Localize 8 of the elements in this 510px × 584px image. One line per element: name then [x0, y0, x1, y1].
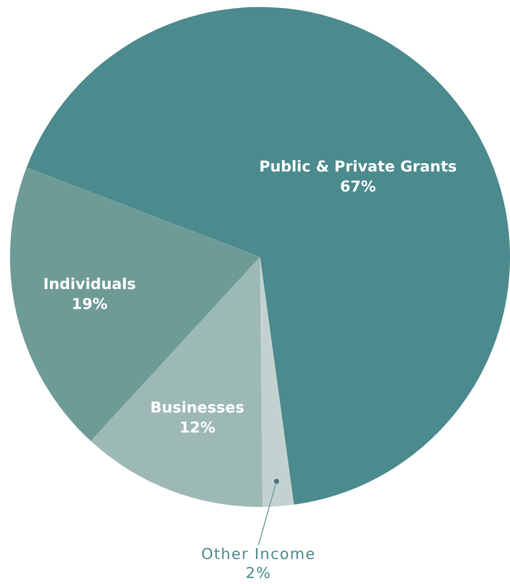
slice-label: Businesses [150, 398, 244, 416]
data-label: 19% [72, 294, 108, 313]
slice-label: Public & Private Grants [259, 157, 457, 176]
data-label: 12% [179, 418, 216, 436]
slice-label: Other Income [201, 545, 316, 563]
data-label: 2% [246, 564, 272, 582]
slice-label: Individuals [43, 274, 136, 293]
data-label: 67% [340, 177, 376, 196]
